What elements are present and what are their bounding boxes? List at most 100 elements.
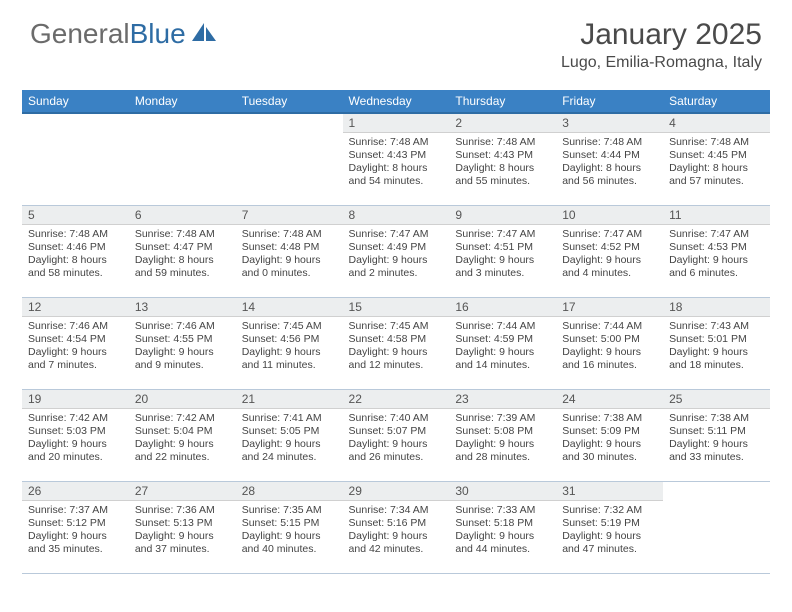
day-data: Sunrise: 7:38 AMSunset: 5:09 PMDaylight:…	[556, 409, 663, 469]
day-number: 2	[449, 114, 556, 133]
day-number: 7	[236, 206, 343, 225]
day-data: Sunrise: 7:48 AMSunset: 4:48 PMDaylight:…	[236, 225, 343, 285]
day-data: Sunrise: 7:44 AMSunset: 5:00 PMDaylight:…	[556, 317, 663, 377]
calendar-cell: 8Sunrise: 7:47 AMSunset: 4:49 PMDaylight…	[343, 205, 450, 297]
calendar-cell	[129, 113, 236, 205]
calendar-cell: 25Sunrise: 7:38 AMSunset: 5:11 PMDayligh…	[663, 389, 770, 481]
day-data: Sunrise: 7:35 AMSunset: 5:15 PMDaylight:…	[236, 501, 343, 561]
calendar-cell: 14Sunrise: 7:45 AMSunset: 4:56 PMDayligh…	[236, 297, 343, 389]
day-data: Sunrise: 7:48 AMSunset: 4:47 PMDaylight:…	[129, 225, 236, 285]
weekday-header: Sunday	[22, 90, 129, 113]
weekday-header: Thursday	[449, 90, 556, 113]
day-data: Sunrise: 7:42 AMSunset: 5:04 PMDaylight:…	[129, 409, 236, 469]
day-data: Sunrise: 7:45 AMSunset: 4:58 PMDaylight:…	[343, 317, 450, 377]
day-number: 20	[129, 390, 236, 409]
day-data: Sunrise: 7:37 AMSunset: 5:12 PMDaylight:…	[22, 501, 129, 561]
calendar-cell: 2Sunrise: 7:48 AMSunset: 4:43 PMDaylight…	[449, 113, 556, 205]
calendar-week-row: 5Sunrise: 7:48 AMSunset: 4:46 PMDaylight…	[22, 205, 770, 297]
day-number: 17	[556, 298, 663, 317]
day-data: Sunrise: 7:33 AMSunset: 5:18 PMDaylight:…	[449, 501, 556, 561]
day-number: 8	[343, 206, 450, 225]
calendar-cell: 5Sunrise: 7:48 AMSunset: 4:46 PMDaylight…	[22, 205, 129, 297]
calendar-cell: 9Sunrise: 7:47 AMSunset: 4:51 PMDaylight…	[449, 205, 556, 297]
weekday-row: SundayMondayTuesdayWednesdayThursdayFrid…	[22, 90, 770, 113]
weekday-header: Friday	[556, 90, 663, 113]
day-data: Sunrise: 7:45 AMSunset: 4:56 PMDaylight:…	[236, 317, 343, 377]
calendar-cell: 26Sunrise: 7:37 AMSunset: 5:12 PMDayligh…	[22, 481, 129, 573]
day-number: 15	[343, 298, 450, 317]
day-number: 16	[449, 298, 556, 317]
day-number: 6	[129, 206, 236, 225]
day-number: 26	[22, 482, 129, 501]
calendar-cell	[663, 481, 770, 573]
calendar-week-row: 1Sunrise: 7:48 AMSunset: 4:43 PMDaylight…	[22, 113, 770, 205]
brand-sail-icon	[190, 18, 218, 50]
day-data: Sunrise: 7:40 AMSunset: 5:07 PMDaylight:…	[343, 409, 450, 469]
calendar-cell: 23Sunrise: 7:39 AMSunset: 5:08 PMDayligh…	[449, 389, 556, 481]
day-data: Sunrise: 7:47 AMSunset: 4:49 PMDaylight:…	[343, 225, 450, 285]
day-data: Sunrise: 7:44 AMSunset: 4:59 PMDaylight:…	[449, 317, 556, 377]
day-data: Sunrise: 7:46 AMSunset: 4:54 PMDaylight:…	[22, 317, 129, 377]
day-data: Sunrise: 7:39 AMSunset: 5:08 PMDaylight:…	[449, 409, 556, 469]
calendar-cell: 6Sunrise: 7:48 AMSunset: 4:47 PMDaylight…	[129, 205, 236, 297]
brand-logo: GeneralBlue	[30, 18, 218, 50]
calendar-week-row: 12Sunrise: 7:46 AMSunset: 4:54 PMDayligh…	[22, 297, 770, 389]
day-data: Sunrise: 7:36 AMSunset: 5:13 PMDaylight:…	[129, 501, 236, 561]
calendar-cell: 29Sunrise: 7:34 AMSunset: 5:16 PMDayligh…	[343, 481, 450, 573]
day-data: Sunrise: 7:48 AMSunset: 4:43 PMDaylight:…	[343, 133, 450, 193]
day-number: 9	[449, 206, 556, 225]
day-number: 31	[556, 482, 663, 501]
weekday-header: Tuesday	[236, 90, 343, 113]
day-number: 3	[556, 114, 663, 133]
calendar-cell: 15Sunrise: 7:45 AMSunset: 4:58 PMDayligh…	[343, 297, 450, 389]
day-number: 22	[343, 390, 450, 409]
day-number: 29	[343, 482, 450, 501]
calendar-cell: 21Sunrise: 7:41 AMSunset: 5:05 PMDayligh…	[236, 389, 343, 481]
calendar-cell: 13Sunrise: 7:46 AMSunset: 4:55 PMDayligh…	[129, 297, 236, 389]
calendar-cell: 11Sunrise: 7:47 AMSunset: 4:53 PMDayligh…	[663, 205, 770, 297]
day-number: 23	[449, 390, 556, 409]
calendar-week-row: 26Sunrise: 7:37 AMSunset: 5:12 PMDayligh…	[22, 481, 770, 573]
day-data: Sunrise: 7:38 AMSunset: 5:11 PMDaylight:…	[663, 409, 770, 469]
day-number: 10	[556, 206, 663, 225]
day-data: Sunrise: 7:42 AMSunset: 5:03 PMDaylight:…	[22, 409, 129, 469]
day-data: Sunrise: 7:48 AMSunset: 4:45 PMDaylight:…	[663, 133, 770, 193]
day-data: Sunrise: 7:34 AMSunset: 5:16 PMDaylight:…	[343, 501, 450, 561]
calendar-cell: 24Sunrise: 7:38 AMSunset: 5:09 PMDayligh…	[556, 389, 663, 481]
calendar-cell: 3Sunrise: 7:48 AMSunset: 4:44 PMDaylight…	[556, 113, 663, 205]
day-number: 14	[236, 298, 343, 317]
day-number: 12	[22, 298, 129, 317]
calendar-cell: 12Sunrise: 7:46 AMSunset: 4:54 PMDayligh…	[22, 297, 129, 389]
day-data: Sunrise: 7:32 AMSunset: 5:19 PMDaylight:…	[556, 501, 663, 561]
day-number: 11	[663, 206, 770, 225]
day-number: 5	[22, 206, 129, 225]
calendar-head: SundayMondayTuesdayWednesdayThursdayFrid…	[22, 90, 770, 113]
day-number: 4	[663, 114, 770, 133]
header: GeneralBlue January 2025 Lugo, Emilia-Ro…	[0, 0, 792, 82]
day-number: 30	[449, 482, 556, 501]
weekday-header: Saturday	[663, 90, 770, 113]
calendar-cell: 18Sunrise: 7:43 AMSunset: 5:01 PMDayligh…	[663, 297, 770, 389]
calendar-cell: 31Sunrise: 7:32 AMSunset: 5:19 PMDayligh…	[556, 481, 663, 573]
day-data: Sunrise: 7:48 AMSunset: 4:43 PMDaylight:…	[449, 133, 556, 193]
calendar-cell	[236, 113, 343, 205]
calendar-cell: 27Sunrise: 7:36 AMSunset: 5:13 PMDayligh…	[129, 481, 236, 573]
day-number: 21	[236, 390, 343, 409]
calendar-cell: 17Sunrise: 7:44 AMSunset: 5:00 PMDayligh…	[556, 297, 663, 389]
month-title: January 2025	[561, 18, 762, 52]
weekday-header: Wednesday	[343, 90, 450, 113]
day-number: 18	[663, 298, 770, 317]
day-data: Sunrise: 7:47 AMSunset: 4:53 PMDaylight:…	[663, 225, 770, 285]
day-data: Sunrise: 7:48 AMSunset: 4:46 PMDaylight:…	[22, 225, 129, 285]
weekday-header: Monday	[129, 90, 236, 113]
calendar-body: 1Sunrise: 7:48 AMSunset: 4:43 PMDaylight…	[22, 113, 770, 573]
day-number: 25	[663, 390, 770, 409]
day-number: 28	[236, 482, 343, 501]
day-number: 24	[556, 390, 663, 409]
day-data: Sunrise: 7:46 AMSunset: 4:55 PMDaylight:…	[129, 317, 236, 377]
day-data: Sunrise: 7:47 AMSunset: 4:51 PMDaylight:…	[449, 225, 556, 285]
day-data: Sunrise: 7:43 AMSunset: 5:01 PMDaylight:…	[663, 317, 770, 377]
calendar-cell: 10Sunrise: 7:47 AMSunset: 4:52 PMDayligh…	[556, 205, 663, 297]
day-number: 27	[129, 482, 236, 501]
day-number: 13	[129, 298, 236, 317]
